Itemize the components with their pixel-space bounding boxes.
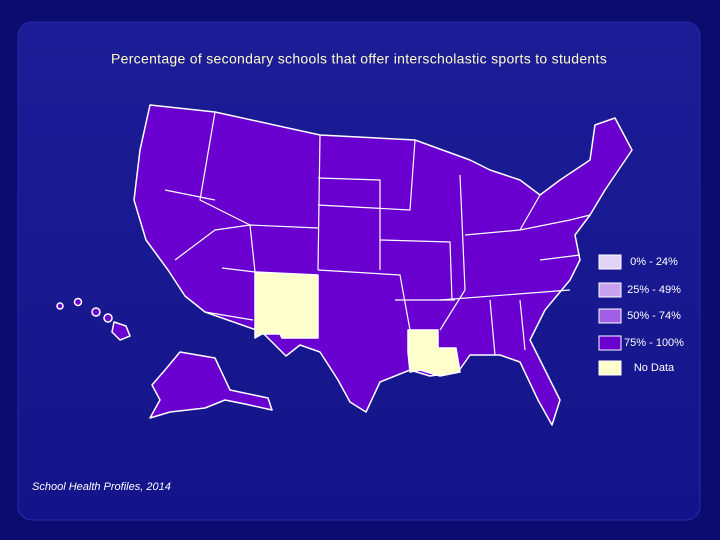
- alaska: [149, 351, 273, 419]
- legend-label: 25% - 49%: [627, 284, 681, 296]
- hawaii: [56, 297, 131, 341]
- legend-label: 50% - 74%: [627, 310, 681, 322]
- legend-swatch: [598, 282, 622, 298]
- no-data-state: [254, 271, 319, 339]
- legend-label: 75% - 100%: [624, 337, 684, 349]
- map: [56, 104, 633, 426]
- state-borders: [164, 111, 591, 356]
- source: School Health Profiles, 2014: [32, 481, 171, 493]
- legend-swatch: [598, 308, 622, 324]
- contiguous-states: [133, 104, 633, 426]
- title: Percentage of secondary schools that off…: [111, 51, 607, 67]
- legend-swatch: [598, 254, 622, 270]
- legend: 0% - 24% 25% - 49% 50% - 74% 75% - 100% No D…: [598, 254, 684, 376]
- no-data-state: [407, 329, 461, 377]
- legend-label: 0% - 24%: [630, 256, 678, 268]
- legend-label: No Data: [634, 362, 675, 374]
- legend-swatch: [598, 360, 622, 376]
- legend-swatch: [598, 335, 622, 351]
